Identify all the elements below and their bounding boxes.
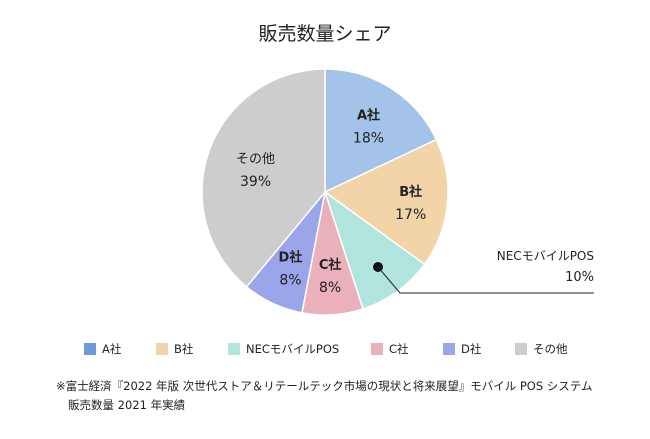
- slice-value-a: 18%: [353, 130, 384, 146]
- legend-item-d: D社: [443, 341, 515, 357]
- slice-label-c: C社: [319, 257, 342, 273]
- pie-slice-nec: [323, 190, 426, 310]
- callout-label: NECモバイルPOS: [497, 249, 594, 263]
- pie-slice-other: [201, 68, 326, 288]
- legend-swatch-c: [371, 343, 383, 355]
- callout-value: 10%: [565, 270, 594, 285]
- pie-slice-a: [324, 68, 438, 194]
- legend-item-c: C社: [371, 341, 443, 357]
- legend-item-a: A社: [84, 341, 156, 357]
- legend-label-b: B社: [174, 342, 194, 356]
- slice-label-d: D社: [279, 249, 303, 265]
- legend-swatch-a: [84, 343, 96, 355]
- legend-label-other: その他: [533, 342, 568, 356]
- slice-label-b: B社: [399, 184, 422, 200]
- legend-swatch-nec: [228, 343, 240, 355]
- legend-label-c: C社: [389, 342, 409, 356]
- slice-value-c: 8%: [319, 280, 341, 296]
- legend-item-b: B社: [156, 341, 228, 357]
- footnote-line-1: ※富士経済『2022 年版 次世代ストア＆リテールテック市場の現状と将来展望』モ…: [56, 379, 593, 393]
- callout-leader-line: [377, 266, 594, 294]
- slice-label-other: その他: [236, 152, 275, 167]
- pie-chart: 販売数量シェア A社 18% B社 17% C社 8% D社 8% その他 39% NECモバイル…: [201, 23, 594, 316]
- source-footnote: ※富士経済『2022 年版 次世代ストア＆リテールテック市場の現状と将来展望』モ…: [56, 377, 592, 415]
- slice-label-a: A社: [357, 107, 380, 123]
- slice-value-b: 17%: [395, 207, 426, 223]
- slice-value-d: 8%: [279, 272, 301, 288]
- chart-title: 販売数量シェア: [258, 23, 391, 45]
- pie-slice-b: [323, 138, 449, 266]
- legend-label-nec: NECモバイルPOS: [246, 342, 340, 356]
- legend-swatch-b: [156, 343, 168, 355]
- slice-value-other: 39%: [240, 174, 271, 190]
- legend-label-d: D社: [461, 342, 482, 356]
- legend-swatch-other: [515, 343, 527, 355]
- footnote-line-2: 販売数量 2021 年実績: [68, 398, 186, 412]
- legend-label-a: A社: [102, 342, 122, 356]
- legend-item-other: その他: [515, 341, 595, 357]
- chart-legend: A社 B社 NECモバイルPOS C社 D社 その他: [84, 341, 595, 357]
- legend-swatch-d: [443, 343, 455, 355]
- legend-item-nec: NECモバイルPOS: [228, 341, 371, 357]
